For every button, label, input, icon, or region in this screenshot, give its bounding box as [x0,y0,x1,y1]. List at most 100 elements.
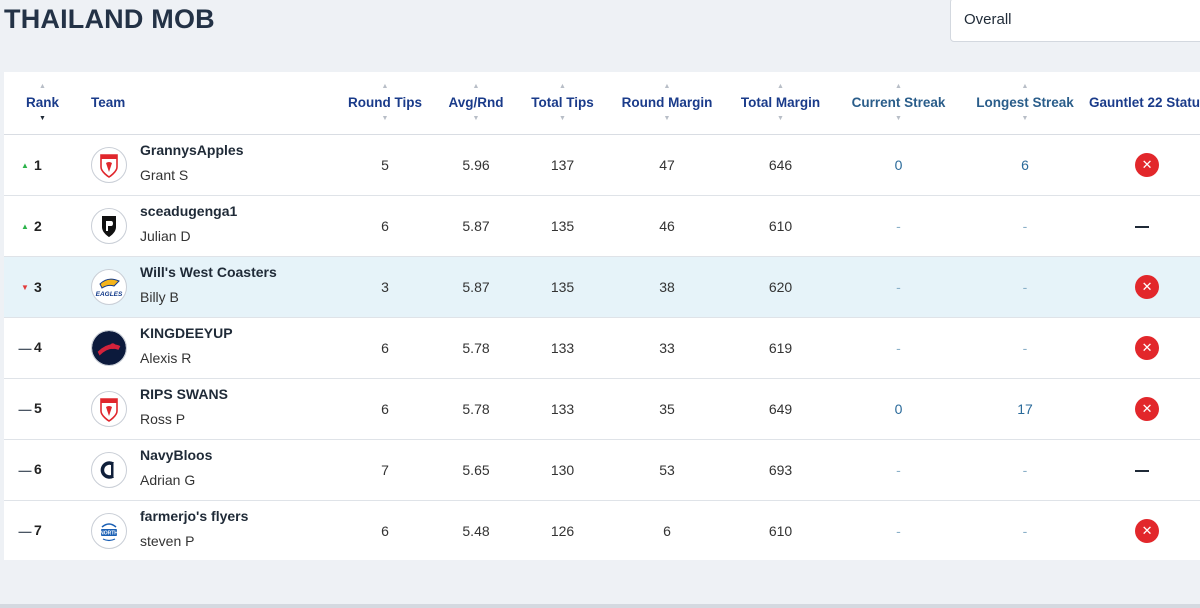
col-header-current-streak[interactable]: ▲ Current Streak ▼ [830,72,968,135]
round-tips-cell: 6 [381,339,389,356]
sort-desc-icon: ▼ [777,114,784,122]
team-name[interactable]: farmerjo's flyers [140,508,249,524]
team-cell[interactable]: RIPS SWANS Ross P [140,378,340,439]
table-row[interactable]: —7 NORTH farmerjo's flyers steven P 6 5.48 126… [4,500,1200,560]
current-streak-cell: 0 [894,400,903,417]
round-margin-cell: 33 [659,339,675,356]
team-name[interactable]: GrannysApples [140,142,244,158]
page-bottom-divider [0,604,1200,608]
port-adelaide-icon [91,207,127,244]
gauntlet-none-icon [1135,225,1150,228]
rank-cell: —5 [4,378,81,439]
table-row[interactable]: —4 KINGDEEYUP Alexis R 6 5.78 133 33 619 - - ✕ [4,317,1200,378]
current-streak-cell: - [896,461,901,478]
gauntlet-eliminated-icon: ✕ [1135,396,1160,421]
col-header-total-margin[interactable]: ▲ Total Margin ▼ [731,72,831,135]
gauntlet-cell: ✕ [1083,134,1200,195]
team-cell[interactable]: NavyBloos Adrian G [140,439,340,500]
user-name: steven P [140,533,195,549]
user-name: Grant S [140,167,189,183]
team-name[interactable]: NavyBloos [140,447,213,463]
col-header-gauntlet: Gauntlet 22 Status [1083,72,1200,135]
team-logo-cell: NORTH [81,500,140,560]
avg-rnd-cell: 5.78 [462,400,490,417]
rank-cell: —7 [4,500,81,560]
col-header-label: Round Margin [621,94,713,110]
team-logo-cell: EAGLES [81,256,140,317]
team-name[interactable]: KINGDEEYUP [140,325,233,341]
west-coast-eagles-icon: EAGLES [91,268,127,305]
leaderboard-filter-select[interactable]: Overall [950,0,1200,42]
table-row[interactable]: ▲ 1 GrannysApples Grant S 5 5.96 137 47 646 0 6 ✕ [4,134,1200,195]
gauntlet-eliminated-icon: ✕ [1135,518,1160,543]
avg-rnd-cell: 5.65 [462,461,490,478]
rank-value: 4 [34,339,42,356]
longest-streak-cell: - [1022,217,1028,234]
round-margin-cell: 53 [659,461,675,478]
rank-movement-up-icon: ▲ [21,161,29,171]
sort-asc-icon: ▲ [777,82,784,90]
col-header-round-margin[interactable]: ▲ Round Margin ▼ [603,72,732,135]
total-tips-cell: 135 [550,278,575,295]
total-margin-cell: 693 [768,461,793,478]
current-streak-cell: - [896,217,901,234]
gauntlet-eliminated-icon: ✕ [1135,335,1160,360]
col-header-longest-streak[interactable]: ▲ Longest Streak ▼ [967,72,1084,135]
total-margin-cell: 610 [768,217,793,234]
avg-rnd-cell: 5.48 [462,522,490,539]
leaderboard-card: ▲ Rank ▼ Team ▲ Round Tips ▼ ▲ Avg/Rnd ▼ [4,72,1200,560]
total-tips-cell: 133 [550,339,575,356]
sort-desc-icon: ▼ [381,114,389,122]
rank-movement-down-icon: ▼ [21,283,29,293]
gauntlet-eliminated-icon: ✕ [1135,274,1160,299]
gauntlet-cell: ✕ [1083,256,1200,317]
table-row[interactable]: ▲ 2 sceadugenga1 Julian D 6 5.87 135 46 610- - [4,195,1200,256]
table-row[interactable]: ▼ 3 EAGLES Will's West Coasters Billy B 3 5.87… [4,256,1200,317]
team-cell[interactable]: farmerjo's flyers steven P [140,500,340,560]
rank-value: 7 [34,522,42,539]
rank-movement-up-icon: ▲ [21,222,29,232]
rank-movement-same-icon: — [18,523,32,539]
round-margin-cell: 38 [659,278,675,295]
team-cell[interactable]: KINGDEEYUP Alexis R [140,317,340,378]
team-name[interactable]: sceadugenga1 [140,203,238,219]
table-header-row: ▲ Rank ▼ Team ▲ Round Tips ▼ ▲ Avg/Rnd ▼ [4,72,1200,135]
total-tips-cell: 130 [550,461,575,478]
melbourne-demons-icon [91,329,127,366]
round-tips-cell: 6 [381,522,389,539]
sort-asc-icon: ▲ [472,82,480,90]
longest-streak-cell: 6 [1021,156,1029,173]
table-row[interactable]: —5 RIPS SWANS Ross P 6 5.78 133 35 649 0 17 ✕ [4,378,1200,439]
current-streak-cell: 0 [894,156,903,173]
total-margin-cell: 649 [768,400,793,417]
current-streak-cell: - [896,339,901,356]
total-margin-cell: 646 [768,156,793,173]
col-header-total-tips[interactable]: ▲ Total Tips ▼ [522,72,604,135]
table-row[interactable]: —6 NavyBloos Adrian G 7 5.65 130 53 693 - - [4,439,1200,500]
col-header-avg-rnd[interactable]: ▲ Avg/Rnd ▼ [430,72,523,135]
carlton-blues-icon [91,451,127,488]
col-header-rank[interactable]: ▲ Rank ▼ [4,72,81,135]
user-name: Ross P [140,411,186,427]
team-cell[interactable]: Will's West Coasters Billy B [140,256,340,317]
gauntlet-cell: ✕ [1083,378,1200,439]
svg-text:EAGLES: EAGLES [96,291,123,298]
rank-movement-same-icon: — [18,340,32,356]
longest-streak-cell: 17 [1017,400,1033,417]
team-name[interactable]: Will's West Coasters [140,264,277,280]
sort-asc-icon: ▲ [895,82,902,90]
col-header-label: Total Margin [740,94,821,110]
col-header-round-tips[interactable]: ▲ Round Tips ▼ [340,72,431,135]
team-name[interactable]: RIPS SWANS [140,386,228,402]
sort-asc-icon: ▲ [381,82,389,90]
sort-desc-icon: ▼ [559,114,566,122]
sydney-swans-icon [91,390,127,427]
team-cell[interactable]: GrannysApples Grant S [140,134,340,195]
avg-rnd-cell: 5.96 [462,156,490,173]
round-tips-cell: 7 [381,461,389,478]
team-cell[interactable]: sceadugenga1 Julian D [140,195,340,256]
sort-desc-icon: ▼ [472,114,480,122]
round-tips-cell: 6 [381,217,389,234]
round-margin-cell: 46 [659,217,675,234]
rank-value: 6 [34,461,42,478]
